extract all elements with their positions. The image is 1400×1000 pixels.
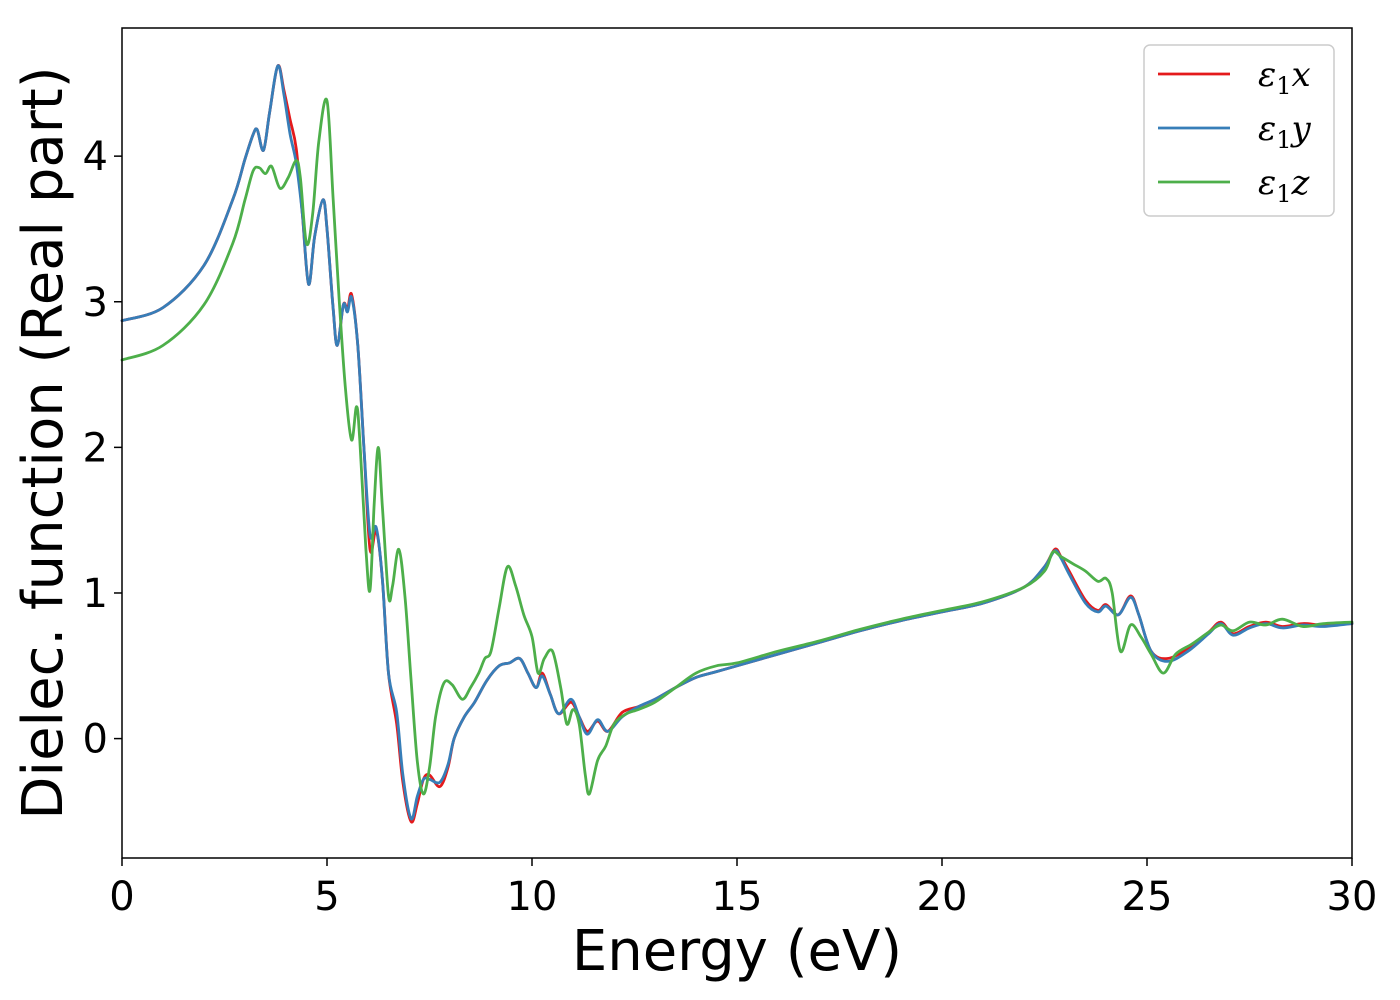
y-tick-label: 1 xyxy=(83,571,108,617)
x-axis-title: Energy (eV) xyxy=(572,919,902,984)
x-tick-label: 30 xyxy=(1327,874,1378,920)
series-line-y xyxy=(120,64,1354,821)
legend-label-z: ε1z xyxy=(1258,163,1311,208)
legend-label-y: ε1y xyxy=(1258,109,1312,154)
x-tick-label: 25 xyxy=(1122,874,1173,920)
y-tick-label: 4 xyxy=(83,134,108,180)
legend: ε1x ε1y ε1z xyxy=(1143,44,1335,217)
series-layer xyxy=(120,64,1354,824)
x-tick-label: 15 xyxy=(712,874,763,920)
x-tick-label: 5 xyxy=(314,874,339,920)
legend-label-x: ε1x xyxy=(1258,55,1311,100)
y-tick-label: 0 xyxy=(83,717,108,763)
x-tick-label: 20 xyxy=(917,874,968,920)
x-tick-label: 10 xyxy=(507,874,558,920)
series-line-z xyxy=(120,97,1354,796)
y-tick-label: 2 xyxy=(83,425,108,471)
x-tick-label: 0 xyxy=(109,874,134,920)
y-axis-title: Dielec. function (Real part) xyxy=(11,66,76,819)
y-tick-label: 3 xyxy=(83,280,108,326)
x-axis-ticks: 0 5 10 15 20 25 30 xyxy=(109,858,1377,920)
y-axis-ticks: 0 1 2 3 4 xyxy=(83,134,122,763)
legend-box xyxy=(1143,44,1335,217)
